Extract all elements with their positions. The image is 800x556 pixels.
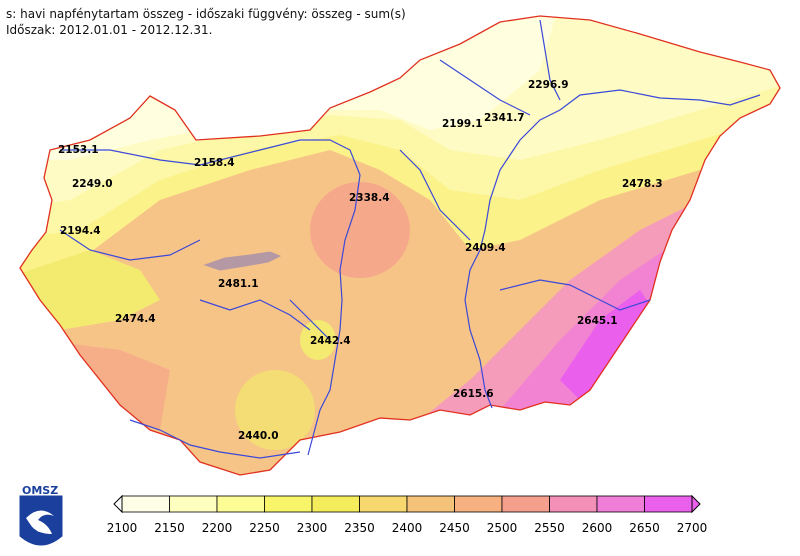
station-label: 2478.3: [622, 178, 663, 190]
title-line-2: Időszak: 2012.01.01 - 2012.12.31.: [6, 23, 213, 37]
raba-river: [59, 229, 201, 261]
drava-river: [129, 419, 301, 459]
station-label: 2158.4: [194, 157, 235, 169]
legend-left-arrow: [113, 494, 123, 514]
sio-river: [289, 299, 331, 341]
legend-color-cell: [501, 495, 550, 513]
legend-color-cell: [121, 495, 170, 513]
legend-color-cell: [644, 495, 693, 513]
lake-balaton: [203, 251, 282, 271]
danube-river: [60, 139, 361, 456]
legend-right-arrow: [691, 494, 701, 514]
legend-color-cell: [169, 495, 218, 513]
legend-tick-label: 2550: [534, 521, 565, 535]
koros-river: [499, 279, 651, 311]
legend-color-cell: [406, 495, 455, 513]
map-title: s: havi napfénytartam összeg - időszaki …: [6, 6, 406, 38]
legend-tick-label: 2650: [629, 521, 660, 535]
legend-tick-label: 2500: [487, 521, 518, 535]
legend-tick-label: 2450: [439, 521, 470, 535]
station-label: 2341.7: [484, 112, 525, 124]
legend-color-cell: [549, 495, 598, 513]
station-label: 2440.0: [238, 430, 279, 442]
title-line-1: s: havi napfénytartam összeg - időszaki …: [6, 7, 406, 21]
station-label: 2194.4: [60, 225, 101, 237]
station-label: 2615.6: [453, 388, 494, 400]
station-label: 2199.1: [442, 118, 483, 130]
legend-tick-label: 2100: [107, 521, 138, 535]
country-border: [19, 15, 781, 476]
rivers: [59, 19, 761, 459]
station-label: 2153.1: [58, 144, 99, 156]
station-label: 2249.0: [72, 178, 113, 190]
omsz-logo: OMSZ: [19, 484, 63, 546]
color-legend: 2100 2150 2200 2250 2300 2350 2400 2450 2500 2550…: [107, 494, 708, 535]
station-label: 2296.9: [528, 79, 569, 91]
legend-color-cell: [454, 495, 503, 513]
station-label: 2442.4: [310, 335, 351, 347]
station-label: 2338.4: [349, 192, 390, 204]
legend-tick-label: 2400: [392, 521, 423, 535]
legend-tick-label: 2250: [249, 521, 280, 535]
legend-tick-label: 2350: [344, 521, 375, 535]
station-label: 2474.4: [115, 313, 156, 325]
legend-color-cell: [596, 495, 645, 513]
legend-color-cell: [216, 495, 265, 513]
hernad-river: [539, 19, 561, 101]
zagyva-river: [399, 149, 471, 241]
tisza-river: [464, 89, 761, 409]
legend-color-cell: [311, 495, 360, 513]
station-labels: 2153.1 2158.4 2249.0 2194.4 2338.4 2199.…: [58, 79, 663, 442]
logo-text: OMSZ: [22, 484, 58, 497]
legend-tick-label: 2300: [297, 521, 328, 535]
station-label: 2481.1: [218, 278, 259, 290]
legend-tick-label: 2700: [677, 521, 708, 535]
legend-tick-label: 2150: [154, 521, 185, 535]
zala-river: [199, 299, 311, 331]
legend-tick-label: 2600: [582, 521, 613, 535]
legend-color-cell: [264, 495, 313, 513]
sajo-river: [439, 59, 531, 116]
legend-color-cell: [359, 495, 408, 513]
station-label: 2409.4: [465, 242, 506, 254]
legend-tick-label: 2200: [202, 521, 233, 535]
station-label: 2645.1: [577, 315, 618, 327]
